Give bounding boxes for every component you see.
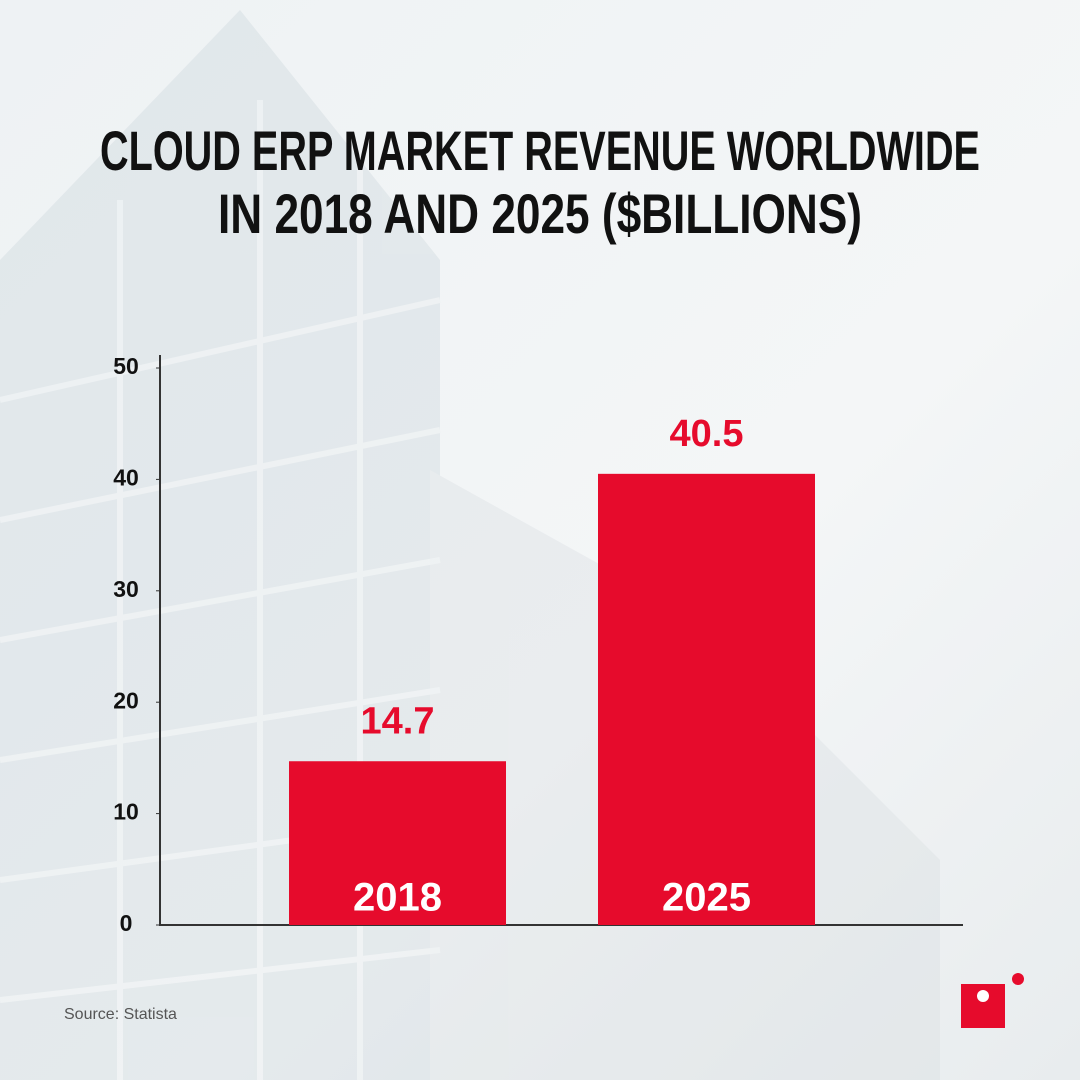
y-tick-label: 50 xyxy=(113,353,139,379)
y-tick-label: 20 xyxy=(113,687,139,713)
y-tick-label: 40 xyxy=(113,464,139,490)
value-label: 40.5 xyxy=(670,413,744,455)
category-label: 2018 xyxy=(353,876,442,920)
bar xyxy=(289,761,506,925)
y-tick-label: 0 xyxy=(120,910,133,936)
chart-title: CLOUD ERP MARKET REVENUE WORLDWIDE xyxy=(100,119,980,182)
y-tick-label: 30 xyxy=(113,576,139,602)
category-label: 2025 xyxy=(662,876,751,920)
y-tick-label: 10 xyxy=(113,799,139,825)
bar xyxy=(598,473,815,925)
source: Source: Statista xyxy=(64,1006,177,1023)
logo xyxy=(961,973,1024,1028)
value-label: 14.7 xyxy=(361,700,435,742)
chart-title: IN 2018 AND 2025 ($BILLIONS) xyxy=(218,182,862,245)
